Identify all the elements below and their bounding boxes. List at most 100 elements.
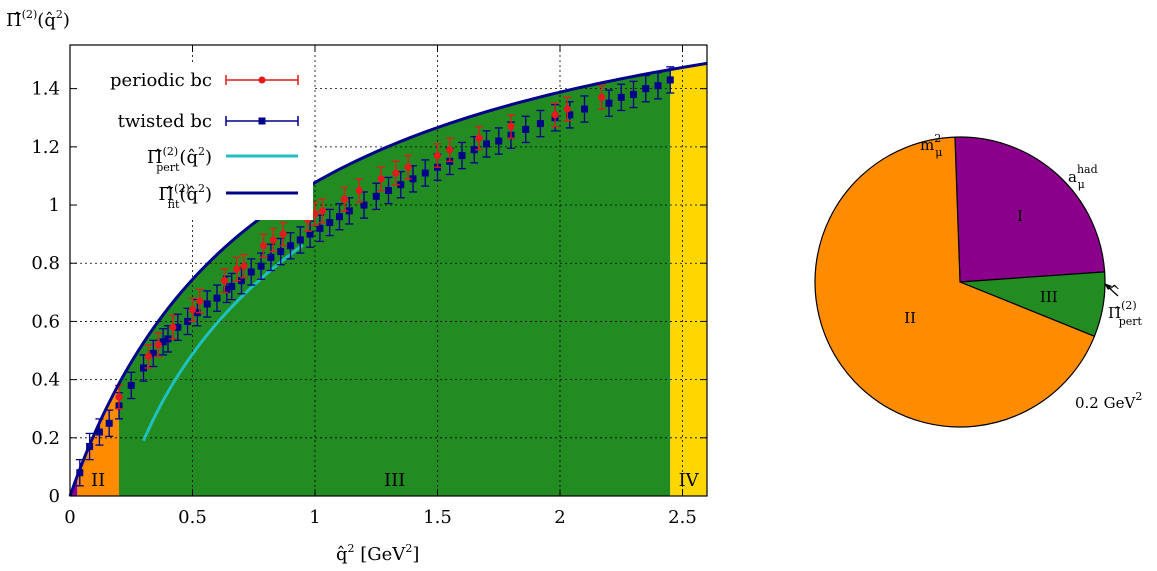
twisted-marker bbox=[495, 137, 503, 145]
periodic-marker bbox=[115, 393, 123, 401]
twisted-marker bbox=[213, 294, 221, 302]
twisted-point-18 bbox=[247, 258, 256, 286]
periodic-point-3 bbox=[168, 314, 177, 340]
pie-slices bbox=[814, 136, 1106, 428]
periodic-marker bbox=[154, 341, 162, 349]
periodic-marker bbox=[318, 207, 326, 215]
pi-vs-q2-chart: 0 0.5 1 1.5 2 2.500.20.40.60.811.21.4 II III IV… bbox=[6, 8, 708, 565]
periodic-point-8 bbox=[239, 253, 248, 279]
twisted-point-8 bbox=[159, 328, 168, 356]
periodic-marker bbox=[279, 230, 287, 238]
pert-curve bbox=[142, 243, 304, 442]
pie-slice-label-I: I bbox=[1017, 207, 1023, 225]
pie-annotation-bottom-right: 0.2 GeV2 bbox=[1075, 390, 1142, 412]
twisted-point-26 bbox=[325, 208, 334, 237]
legend-swatch-twisted-marker bbox=[258, 117, 266, 125]
periodic-point-4 bbox=[188, 297, 197, 323]
twisted-point-42 bbox=[521, 115, 530, 144]
periodic-point-16 bbox=[355, 178, 364, 203]
legend-item-periodic: periodic bc bbox=[110, 70, 299, 91]
y-tick-label: 0.6 bbox=[31, 311, 60, 332]
periodic-marker bbox=[233, 265, 241, 273]
pie-annotation-arrowhead bbox=[1104, 283, 1112, 290]
periodic-point-24 bbox=[551, 102, 560, 128]
periodic-marker bbox=[598, 93, 606, 101]
periodic-marker bbox=[311, 210, 319, 218]
x-tick-label: 0 bbox=[64, 507, 75, 528]
twisted-point-23 bbox=[296, 226, 305, 254]
periodic-marker bbox=[551, 111, 559, 119]
twisted-marker bbox=[642, 85, 650, 93]
y-tick-label: 0.4 bbox=[31, 370, 60, 391]
twisted-point-39 bbox=[482, 130, 491, 158]
twisted-point-31 bbox=[384, 176, 393, 205]
twisted-point-40 bbox=[494, 127, 503, 155]
twisted-marker bbox=[360, 201, 368, 209]
legend-label-pert: Π̂(2) pert(q̂2) bbox=[147, 145, 212, 174]
twisted-point-52 bbox=[666, 66, 675, 94]
periodic-marker bbox=[220, 277, 228, 285]
periodic-marker bbox=[169, 323, 177, 331]
legend-item-fit: Π̂(2) fit(q̂2) bbox=[158, 182, 298, 211]
periodic-marker bbox=[196, 297, 204, 305]
twisted-marker bbox=[277, 248, 285, 256]
twisted-point-30 bbox=[372, 182, 381, 211]
periodic-marker bbox=[240, 262, 248, 270]
periodic-marker bbox=[392, 169, 400, 177]
twisted-point-13 bbox=[203, 290, 212, 318]
twisted-point-48 bbox=[617, 83, 626, 112]
periodic-marker bbox=[269, 236, 277, 244]
twisted-marker bbox=[127, 381, 135, 389]
twisted-marker bbox=[164, 335, 172, 343]
periodic-point-13 bbox=[311, 201, 319, 227]
region-label-III: III bbox=[384, 470, 405, 491]
periodic-point-7 bbox=[232, 256, 241, 282]
y-tick-label: 0.8 bbox=[31, 253, 60, 274]
twisted-point-46 bbox=[580, 95, 589, 123]
periodic-marker bbox=[475, 134, 483, 142]
periodic-marker bbox=[446, 146, 454, 154]
legend-label-fit: Π̂(2) fit(q̂2) bbox=[158, 182, 212, 211]
twisted-marker bbox=[372, 192, 380, 200]
twisted-point-16 bbox=[227, 272, 236, 301]
twisted-marker bbox=[326, 218, 334, 226]
twisted-marker bbox=[105, 419, 113, 427]
periodic-point-2 bbox=[154, 332, 163, 357]
twisted-marker bbox=[174, 323, 182, 331]
twisted-marker bbox=[140, 364, 147, 372]
twisted-marker bbox=[238, 277, 245, 285]
region-fills bbox=[70, 63, 707, 496]
periodic-point-1 bbox=[144, 344, 153, 369]
plot-frame bbox=[69, 44, 708, 497]
twisted-marker bbox=[296, 236, 304, 244]
twisted-marker bbox=[605, 99, 613, 107]
twisted-point-47 bbox=[605, 89, 613, 117]
legend-item-pert: Π̂(2) pert(q̂2) bbox=[147, 145, 298, 174]
pie-slice-label-III: III bbox=[1040, 288, 1058, 306]
periodic-bc-points bbox=[115, 85, 606, 410]
twisted-point-49 bbox=[629, 80, 638, 109]
y-tick-label: 1.4 bbox=[31, 79, 60, 100]
legend: periodic bc twisted bc Π̂(2) pert(q̂2) bbox=[78, 62, 313, 220]
periodic-point-18 bbox=[391, 160, 400, 186]
twisted-marker bbox=[470, 146, 478, 154]
periodic-point-0 bbox=[115, 384, 123, 410]
twisted-marker bbox=[654, 82, 662, 90]
twisted-point-27 bbox=[335, 202, 344, 231]
periodic-marker bbox=[355, 186, 363, 195]
x-tick-label: 2.5 bbox=[668, 507, 697, 528]
pie-slice-label-II: II bbox=[904, 309, 916, 327]
pie-slice-II bbox=[814, 136, 1096, 428]
twisted-marker bbox=[522, 125, 530, 133]
periodic-point-5 bbox=[195, 288, 204, 314]
twisted-point-10 bbox=[173, 313, 182, 341]
twisted-marker bbox=[617, 93, 625, 101]
x-axis-title: q̂2 [GeV2] bbox=[336, 542, 419, 565]
twisted-marker bbox=[247, 268, 255, 276]
pie-annotation-right: Π̂(2) pert ^ bbox=[1104, 282, 1142, 328]
pie-annotation-top-right: ahad μ bbox=[1068, 163, 1098, 191]
periodic-point-25 bbox=[563, 96, 572, 122]
periodic-marker bbox=[377, 175, 385, 183]
